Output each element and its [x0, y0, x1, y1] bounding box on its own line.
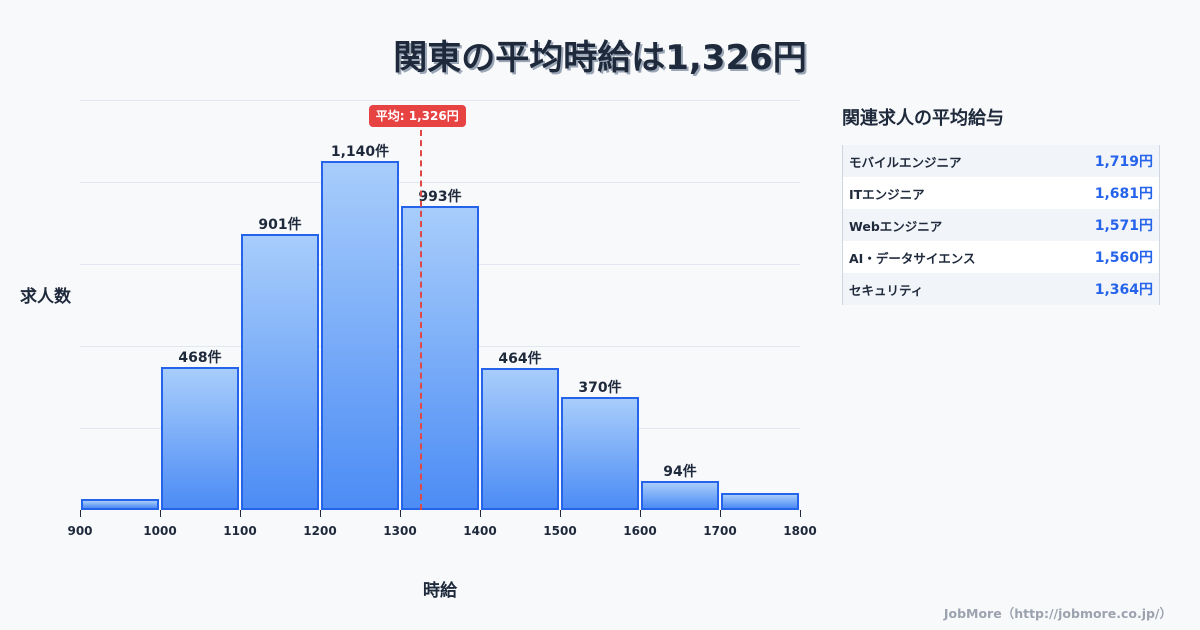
average-badge: 平均: 1,326円 — [368, 105, 466, 127]
x-axis-tick-label: 1000 — [143, 524, 177, 538]
table-row: ITエンジニア 1,681円 — [843, 177, 1159, 209]
job-name: AI・データサイエンス — [849, 250, 976, 266]
x-axis-tick — [160, 510, 161, 517]
x-axis-tick — [320, 510, 321, 517]
bar-value-label: 993件 — [418, 189, 462, 205]
histogram-bar — [161, 366, 239, 510]
bar-value-label: 1,140件 — [330, 144, 390, 160]
x-axis-tick — [240, 510, 241, 517]
page-title: 関東の平均時給は1,326円 — [393, 38, 807, 78]
average-line — [419, 130, 422, 510]
gridline — [80, 182, 800, 183]
histogram-bar — [401, 206, 479, 510]
x-axis-tick — [800, 510, 801, 517]
y-axis-label: 求人数 — [20, 287, 71, 307]
related-salary-title: 関連求人の平均給与 — [842, 108, 1004, 129]
histogram-bar — [81, 498, 159, 510]
x-axis-tick-label: 1200 — [303, 524, 337, 538]
x-axis-tick — [80, 510, 81, 517]
x-axis-tick-label: 1600 — [623, 524, 657, 538]
histogram-bar — [561, 396, 639, 510]
histogram-chart: 468件 901件 1,140件 993件 464件 370件 94件 900 1000 110… — [20, 100, 817, 601]
job-salary: 1,681円 — [1094, 186, 1153, 202]
x-axis-tick-label: 1500 — [543, 524, 577, 538]
job-salary: 1,571円 — [1094, 218, 1153, 234]
table-row: AI・データサイエンス 1,560円 — [843, 241, 1159, 273]
x-axis-tick-label: 900 — [67, 524, 93, 538]
x-axis-tick — [480, 510, 481, 517]
histogram-bar — [241, 234, 319, 510]
x-axis-tick — [400, 510, 401, 517]
x-axis-tick — [560, 510, 561, 517]
x-axis-tick-label: 1100 — [223, 524, 257, 538]
histogram-bar — [321, 161, 399, 510]
gridline — [80, 100, 800, 101]
job-name: セキュリティ — [849, 282, 924, 298]
job-salary: 1,719円 — [1094, 154, 1153, 170]
x-axis-tick — [640, 510, 641, 517]
histogram-bar — [641, 481, 719, 510]
x-axis-tick-label: 1700 — [703, 524, 737, 538]
related-salary-table: モバイルエンジニア 1,719円 ITエンジニア 1,681円 Webエンジニア… — [842, 145, 1160, 305]
bar-value-label: 370件 — [578, 379, 622, 396]
job-name: モバイルエンジニア — [849, 154, 962, 170]
table-row: モバイルエンジニア 1,719円 — [843, 145, 1159, 177]
bar-value-label: 94件 — [663, 464, 697, 481]
table-row: Webエンジニア 1,571円 — [843, 209, 1159, 241]
x-axis-tick-label: 1400 — [463, 524, 497, 538]
histogram-bar — [481, 367, 559, 510]
footer-credit: JobMore（http://jobmore.co.jp/） — [943, 606, 1172, 621]
bar-value-label: 468件 — [178, 349, 222, 366]
x-axis-tick-label: 1300 — [383, 524, 417, 538]
job-name: ITエンジニア — [849, 186, 925, 202]
histogram-bar — [721, 493, 799, 510]
table-row: セキュリティ 1,364円 — [843, 273, 1159, 305]
bar-value-label: 901件 — [258, 217, 302, 234]
job-salary: 1,560円 — [1094, 250, 1153, 266]
x-axis-label: 時給 — [423, 581, 457, 601]
x-axis-tick — [720, 510, 721, 517]
job-salary: 1,364円 — [1094, 282, 1153, 298]
x-axis-tick-label: 1800 — [783, 524, 817, 538]
bar-value-label: 464件 — [498, 350, 542, 367]
job-name: Webエンジニア — [849, 218, 943, 234]
